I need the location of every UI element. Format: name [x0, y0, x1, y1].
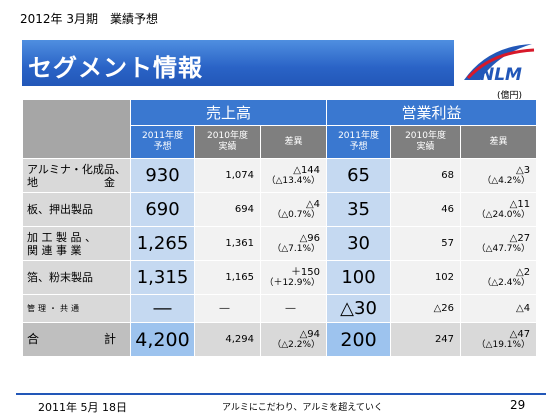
sales-diff-cell: △144 （△13.4%）	[259, 158, 328, 193]
common-row: 管理・共通 ― ― ― △30 △26 △4	[22, 294, 538, 323]
corner-cell	[22, 99, 131, 159]
sales-actual-cell: 1,074	[194, 158, 261, 193]
sales-actual-header: 2010年度 実績	[194, 125, 261, 159]
footer-slogan: アルミにこだわり、アルミを超えていく	[222, 403, 383, 413]
profit-diff-cell: △27 （△47.7%）	[460, 226, 538, 261]
footer-date: 2011年 5月 18日	[38, 401, 127, 414]
table-row: 箔、粉末製品 1,315 1,165 ＋150 （＋12.9%） 100 102 …	[22, 260, 538, 295]
row-label: 管理・共通	[22, 294, 131, 323]
profit-forecast-cell: △30	[326, 294, 392, 323]
footer-divider	[16, 393, 546, 395]
title-bar	[22, 40, 454, 86]
page-title: セグメント情報	[28, 54, 203, 82]
profit-actual-cell: 247	[390, 322, 462, 357]
unit-label: (億円)	[497, 91, 523, 101]
sales-diff-cell: △96 （△7.1%）	[259, 226, 328, 261]
sales-header: 売上高	[129, 99, 328, 126]
table-row: 加 工 製 品 、関 連 事 業 1,265 1,361 △96 （△7.1%） …	[22, 226, 538, 261]
profit-forecast-cell: 65	[326, 158, 392, 193]
logo-text: NLM	[480, 65, 522, 85]
profit-actual-cell: 68	[390, 158, 462, 193]
sales-diff-cell: △94 （△2.2%）	[259, 322, 328, 357]
sales-actual-cell: 1,361	[194, 226, 261, 261]
profit-actual-cell: 102	[390, 260, 462, 295]
sales-forecast-cell: 1,265	[130, 226, 195, 261]
sales-forecast-cell: ―	[130, 294, 195, 323]
row-label: 箔、粉末製品	[22, 260, 131, 295]
sales-diff-header: 差異	[259, 125, 328, 159]
sales-actual-cell: ―	[194, 294, 261, 323]
profit-forecast-header: 2011年度 予想	[326, 125, 392, 159]
row-label: 合計	[22, 322, 131, 357]
segment-table: 売上高 営業利益 2011年度 予想 2010年度 実績 差異 2011年度 予…	[22, 99, 538, 357]
profit-header: 営業利益	[326, 99, 538, 126]
row-label: アルミナ・化成品、地 金	[22, 158, 131, 193]
period-label: 2012年 3月期 業績予想	[20, 12, 158, 26]
sales-actual-cell: 694	[194, 192, 261, 227]
sales-actual-cell: 4,294	[194, 322, 261, 357]
profit-diff-cell: △11 （△24.0%）	[460, 192, 538, 227]
profit-actual-cell: 46	[390, 192, 462, 227]
profit-forecast-cell: 30	[326, 226, 392, 261]
sales-diff-cell: ―	[259, 294, 328, 323]
profit-diff-cell: △4	[460, 294, 538, 323]
profit-forecast-cell: 200	[326, 322, 392, 357]
profit-actual-cell: 57	[390, 226, 462, 261]
profit-forecast-cell: 100	[326, 260, 392, 295]
sales-actual-cell: 1,165	[194, 260, 261, 295]
sales-diff-cell: ＋150 （＋12.9%）	[259, 260, 328, 295]
sales-diff-cell: △4 （△0.7%）	[259, 192, 328, 227]
sales-forecast-cell: 1,315	[130, 260, 195, 295]
sales-forecast-cell: 930	[130, 158, 195, 193]
table-row: 板、押出製品 690 694 △4 （△0.7%） 35 46 △11 （△24.0…	[22, 192, 538, 227]
page-number: 29	[510, 398, 526, 412]
table-row: アルミナ・化成品、地 金 930 1,074 △144 （△13.4%） 65 6…	[22, 158, 538, 193]
profit-actual-header: 2010年度 実績	[390, 125, 462, 159]
profit-diff-header: 差異	[460, 125, 538, 159]
sales-forecast-header: 2011年度 予想	[130, 125, 195, 159]
profit-diff-cell: △47 （△19.1%）	[460, 322, 538, 357]
sales-forecast-cell: 4,200	[130, 322, 195, 357]
company-logo: NLM	[464, 44, 535, 85]
profit-actual-cell: △26	[390, 294, 462, 323]
profit-diff-cell: △3 （△4.2%）	[460, 158, 538, 193]
row-label: 加 工 製 品 、関 連 事 業	[22, 226, 131, 261]
profit-forecast-cell: 35	[326, 192, 392, 227]
total-row: 合計 4,200 4,294 △94 （△2.2%） 200 247 △47 （△1…	[22, 322, 538, 357]
row-label: 板、押出製品	[22, 192, 131, 227]
sales-forecast-cell: 690	[130, 192, 195, 227]
profit-diff-cell: △2 （△2.4%）	[460, 260, 538, 295]
